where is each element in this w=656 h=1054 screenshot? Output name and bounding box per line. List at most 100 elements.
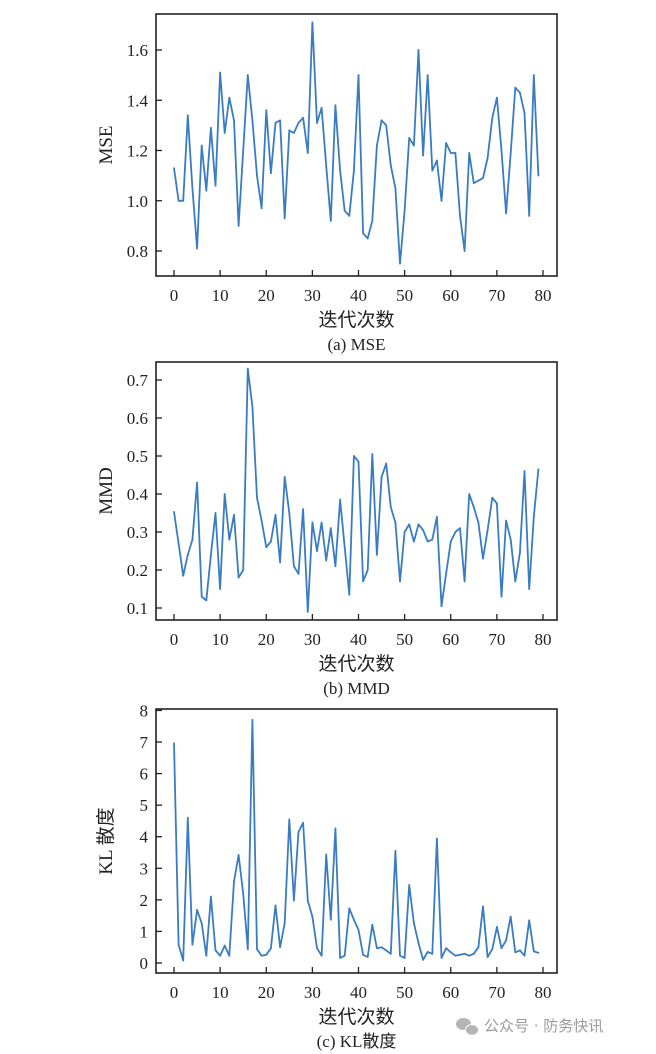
data-point [399, 954, 401, 957]
data-point [357, 460, 360, 463]
x-tick-label: 80 [535, 286, 552, 305]
data-point [334, 104, 337, 107]
data-point [256, 496, 258, 499]
data-point [329, 918, 332, 921]
y-tick-label: 4 [140, 828, 149, 847]
chart-panel-2: 0 10 20 30 40 50 60 70 80 0.1 0.2 0.3 0.4 0.5 0.6 0.7 迭代… [96, 361, 558, 698]
x-tick-label: 0 [170, 286, 179, 305]
data-point [376, 947, 378, 950]
data-point [311, 521, 314, 524]
data-point [297, 572, 300, 575]
data-point [177, 943, 180, 946]
plot-frame [155, 13, 558, 277]
data-point [362, 580, 365, 583]
x-tick-label: 60 [442, 286, 459, 305]
data-point [186, 553, 189, 556]
data-point [205, 599, 208, 602]
y-axis-label: MSE [96, 125, 117, 164]
data-point [477, 521, 480, 524]
y-tick-label: 0.6 [127, 409, 148, 428]
x-axis-label: 迭代次数 [318, 653, 394, 675]
data-point [472, 952, 475, 955]
x-tick-label: 80 [535, 630, 552, 649]
x-tick-label: 60 [442, 983, 459, 1002]
x-tick-label: 10 [212, 630, 229, 649]
data-point [376, 144, 378, 147]
data-point [389, 952, 392, 955]
data-point [537, 468, 540, 471]
data-point [288, 129, 291, 132]
series-line [173, 21, 540, 265]
data-point [269, 540, 272, 543]
data-point [246, 948, 249, 951]
y-tick-label: 3 [140, 859, 149, 878]
data-point [228, 954, 231, 957]
x-tick-label: 60 [442, 630, 459, 649]
data-point [519, 552, 521, 554]
data-point [412, 540, 415, 543]
data-point [463, 952, 466, 955]
data-point [468, 493, 471, 495]
data-point [459, 214, 461, 217]
data-point [302, 508, 305, 511]
data-point [495, 926, 498, 928]
data-point [505, 212, 507, 215]
data-point [320, 521, 323, 524]
data-point [519, 91, 521, 94]
x-tick-label: 0 [170, 983, 179, 1002]
data-point [519, 949, 521, 952]
data-point [440, 957, 443, 959]
data-point [422, 958, 424, 961]
x-tick-label: 30 [304, 286, 321, 305]
data-point [251, 119, 254, 122]
data-point [482, 905, 484, 908]
data-point [302, 821, 305, 824]
data-point [394, 187, 397, 190]
data-point [196, 247, 198, 250]
data-point [233, 119, 235, 122]
chart-caption: (a) MSE [327, 335, 385, 354]
x-tick-label: 70 [488, 630, 505, 649]
chart-panel-3: 0 10 20 30 40 50 60 70 80 0 1 2 3 4 5 6 7 8 迭代次数 KL 散度 (c) K… [95, 701, 558, 1051]
x-tick-label: 30 [304, 630, 321, 649]
data-point [233, 880, 235, 883]
data-point [265, 953, 268, 956]
data-point [256, 948, 258, 951]
data-point [389, 164, 392, 167]
data-point [251, 719, 254, 721]
data-point [339, 169, 341, 172]
data-point [182, 199, 185, 202]
data-point [459, 953, 461, 956]
data-point [260, 519, 263, 522]
data-point [219, 954, 222, 957]
data-point [191, 943, 194, 946]
data-point [306, 152, 309, 154]
data-point [417, 523, 420, 526]
data-point [274, 514, 277, 516]
data-point [440, 605, 443, 607]
data-point [537, 174, 540, 177]
data-point [334, 827, 337, 830]
data-point [482, 557, 484, 560]
data-point [223, 132, 226, 134]
data-point [468, 152, 471, 154]
data-point [463, 580, 466, 583]
x-tick-label: 50 [396, 286, 413, 305]
data-point [449, 152, 452, 154]
data-point [528, 588, 531, 590]
data-point [173, 510, 175, 513]
data-point [385, 949, 388, 952]
chart-panel-1: 0 10 20 30 40 50 60 70 80 0.8 1.0 1.2 1.4 1.6 迭代次数 MSE (… [96, 13, 558, 354]
data-point [426, 74, 429, 77]
data-point [357, 928, 360, 931]
data-point [380, 119, 383, 122]
x-tick-label: 50 [396, 630, 413, 649]
x-tick-label: 40 [350, 286, 367, 305]
series-line [173, 367, 540, 613]
data-point [316, 550, 318, 552]
data-point [426, 951, 429, 953]
data-point [334, 565, 337, 568]
data-point [403, 209, 406, 212]
data-point [532, 74, 535, 77]
data-point [454, 954, 457, 957]
